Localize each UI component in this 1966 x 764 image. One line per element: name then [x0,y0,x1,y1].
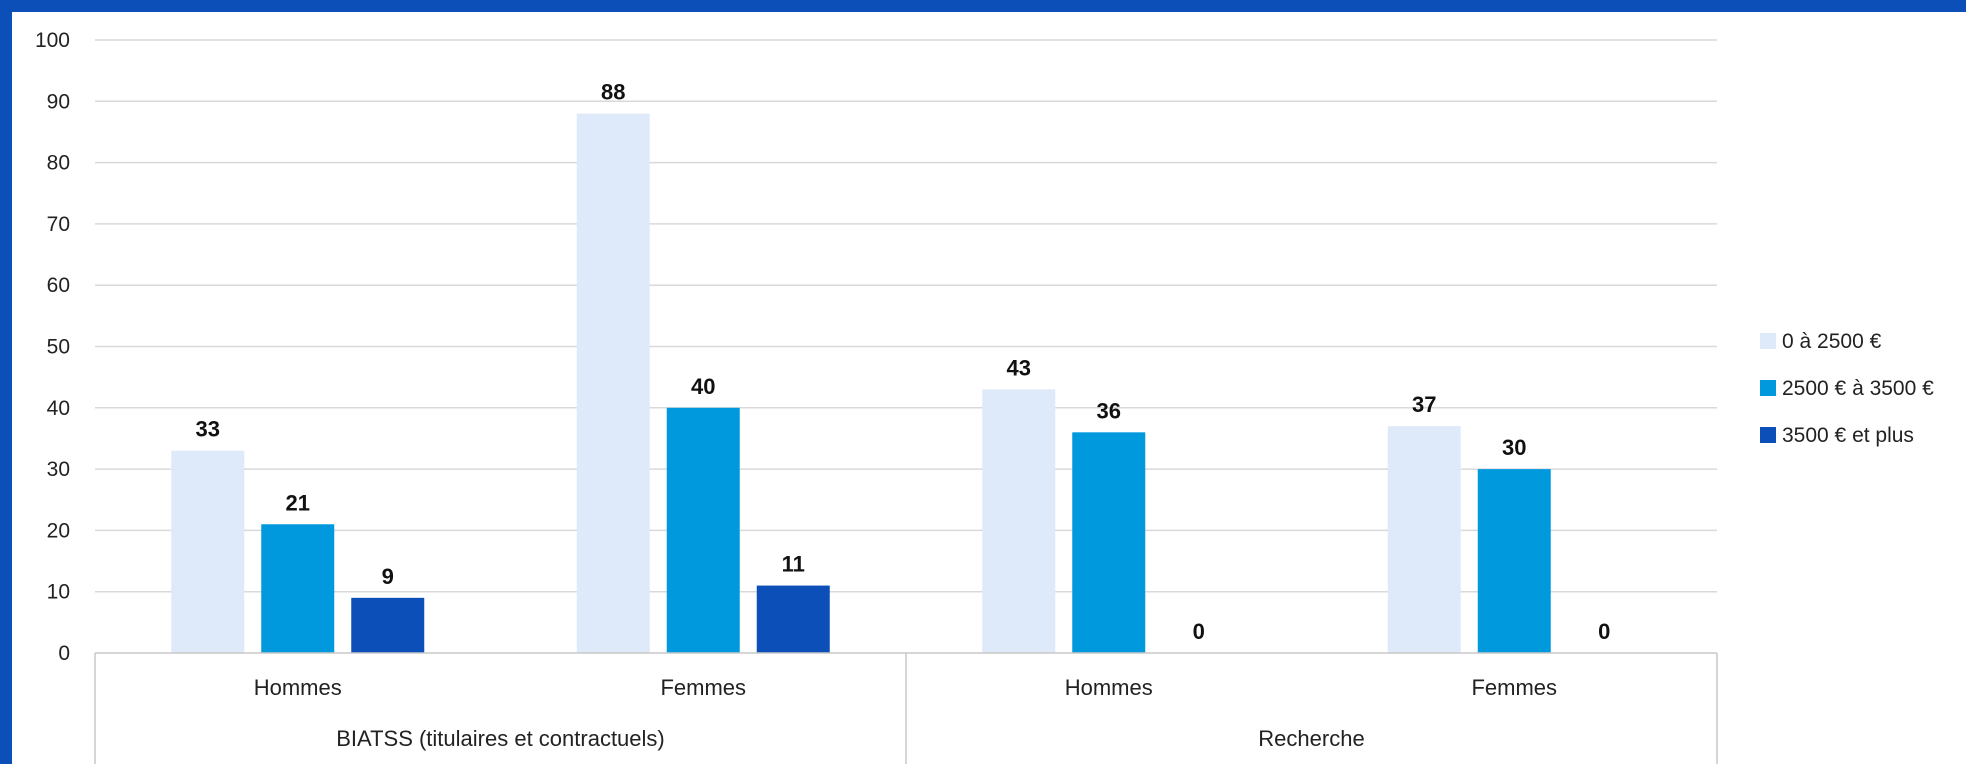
y-tick-label: 50 [47,336,70,359]
bar [1477,469,1551,653]
data-label: 33 [196,417,220,442]
bar [1072,432,1146,653]
legend: 0 à 2500 € 2500 € à 3500 € 3500 € et plus [1760,330,1934,447]
data-label: 30 [1502,435,1526,460]
y-tick-label: 60 [47,274,70,297]
data-label: 11 [782,552,805,577]
bar [666,407,740,653]
bar [756,585,830,653]
legend-label: 0 à 2500 € [1782,330,1882,353]
y-tick-label: 20 [47,519,70,542]
data-label: 9 [382,564,394,589]
legend-swatch [1760,333,1776,349]
data-label: 43 [1007,355,1031,380]
x-axis: Hommes Femmes Hommes Femmes BIATSS (titulair… [94,652,1718,764]
data-labels: 33 21 9 88 40 11 43 36 0 37 30 0 [196,80,1611,644]
y-tick-label: 10 [47,581,70,604]
y-tick-label: 80 [47,152,70,175]
y-tick-label: 0 [58,642,70,665]
bar [171,450,245,653]
x-group-label: BIATSS (titulaires et contractuels) [336,726,665,751]
legend-swatch [1760,380,1776,396]
bar [351,597,425,653]
legend-swatch [1760,427,1776,443]
bars [171,113,1551,653]
bar [576,113,650,653]
x-category-label: Hommes [254,675,342,700]
x-category-label: Femmes [660,675,746,700]
data-label: 0 [1193,619,1205,644]
y-tick-label: 30 [47,458,70,481]
x-category-label: Hommes [1065,675,1153,700]
x-category-label: Femmes [1471,675,1557,700]
bar [1387,426,1461,653]
data-label: 21 [286,490,310,515]
data-label: 88 [601,80,625,105]
legend-label: 2500 € à 3500 € [1782,377,1934,400]
data-label: 0 [1598,619,1610,644]
grid-lines [95,39,1717,593]
bar [982,389,1056,653]
data-label: 37 [1412,392,1436,417]
y-axis-ticks: 0 10 20 30 40 50 60 70 80 90 100 [35,29,70,665]
y-tick-label: 90 [47,90,70,113]
data-label: 40 [691,374,715,399]
y-tick-label: 70 [47,213,70,236]
y-tick-label: 100 [35,29,70,52]
legend-label: 3500 € et plus [1782,424,1914,447]
data-label: 36 [1097,398,1121,423]
bar [261,524,335,653]
y-tick-label: 40 [47,397,70,420]
x-group-label: Recherche [1258,726,1364,751]
